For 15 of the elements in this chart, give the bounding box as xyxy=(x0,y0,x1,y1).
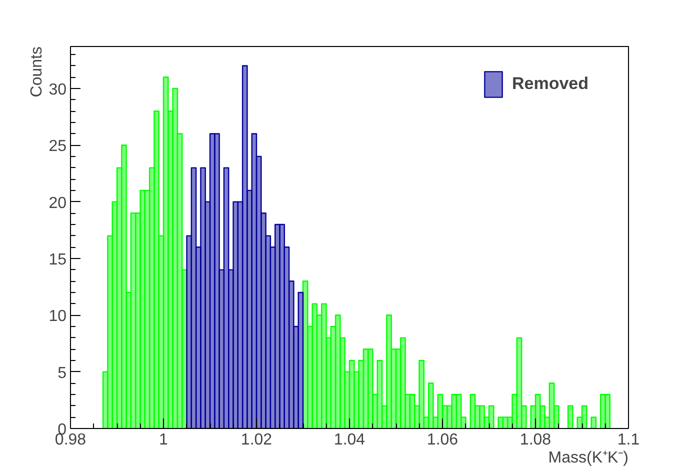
legend-label: Removed xyxy=(512,74,590,94)
x-tick-label: 1 xyxy=(159,432,168,448)
x-tick-label: 1.06 xyxy=(426,432,458,448)
x-tick-label: 1.1 xyxy=(617,432,640,448)
y-tick-label: 30 xyxy=(48,81,67,98)
y-tick-label: 25 xyxy=(48,138,67,156)
y-tick-label: 15 xyxy=(48,251,67,268)
y-axis-title: Counts xyxy=(28,46,46,98)
x-tick-label: 1.04 xyxy=(334,432,366,448)
x-axis-title: Mass(K⁺K⁻) xyxy=(548,450,629,466)
x-tick-label: 1.02 xyxy=(240,432,272,448)
x-tick-label: 1.08 xyxy=(520,432,552,448)
y-tick-label: 20 xyxy=(48,194,67,212)
y-tick-label: 10 xyxy=(48,308,67,326)
y-tick-label: 5 xyxy=(58,364,67,382)
